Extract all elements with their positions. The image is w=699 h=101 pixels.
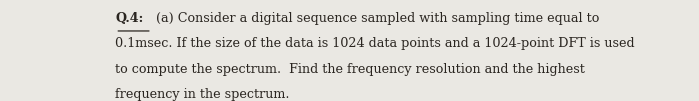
Text: 0.1msec. If the size of the data is 1024 data points and a 1024-point DFT is use: 0.1msec. If the size of the data is 1024… [115, 37, 635, 50]
Text: (a) Consider a digital sequence sampled with sampling time equal to: (a) Consider a digital sequence sampled … [152, 12, 599, 25]
Text: Q.4:: Q.4: [115, 12, 143, 25]
Text: to compute the spectrum.  Find the frequency resolution and the highest: to compute the spectrum. Find the freque… [115, 63, 585, 76]
Text: frequency in the spectrum.: frequency in the spectrum. [115, 88, 290, 101]
